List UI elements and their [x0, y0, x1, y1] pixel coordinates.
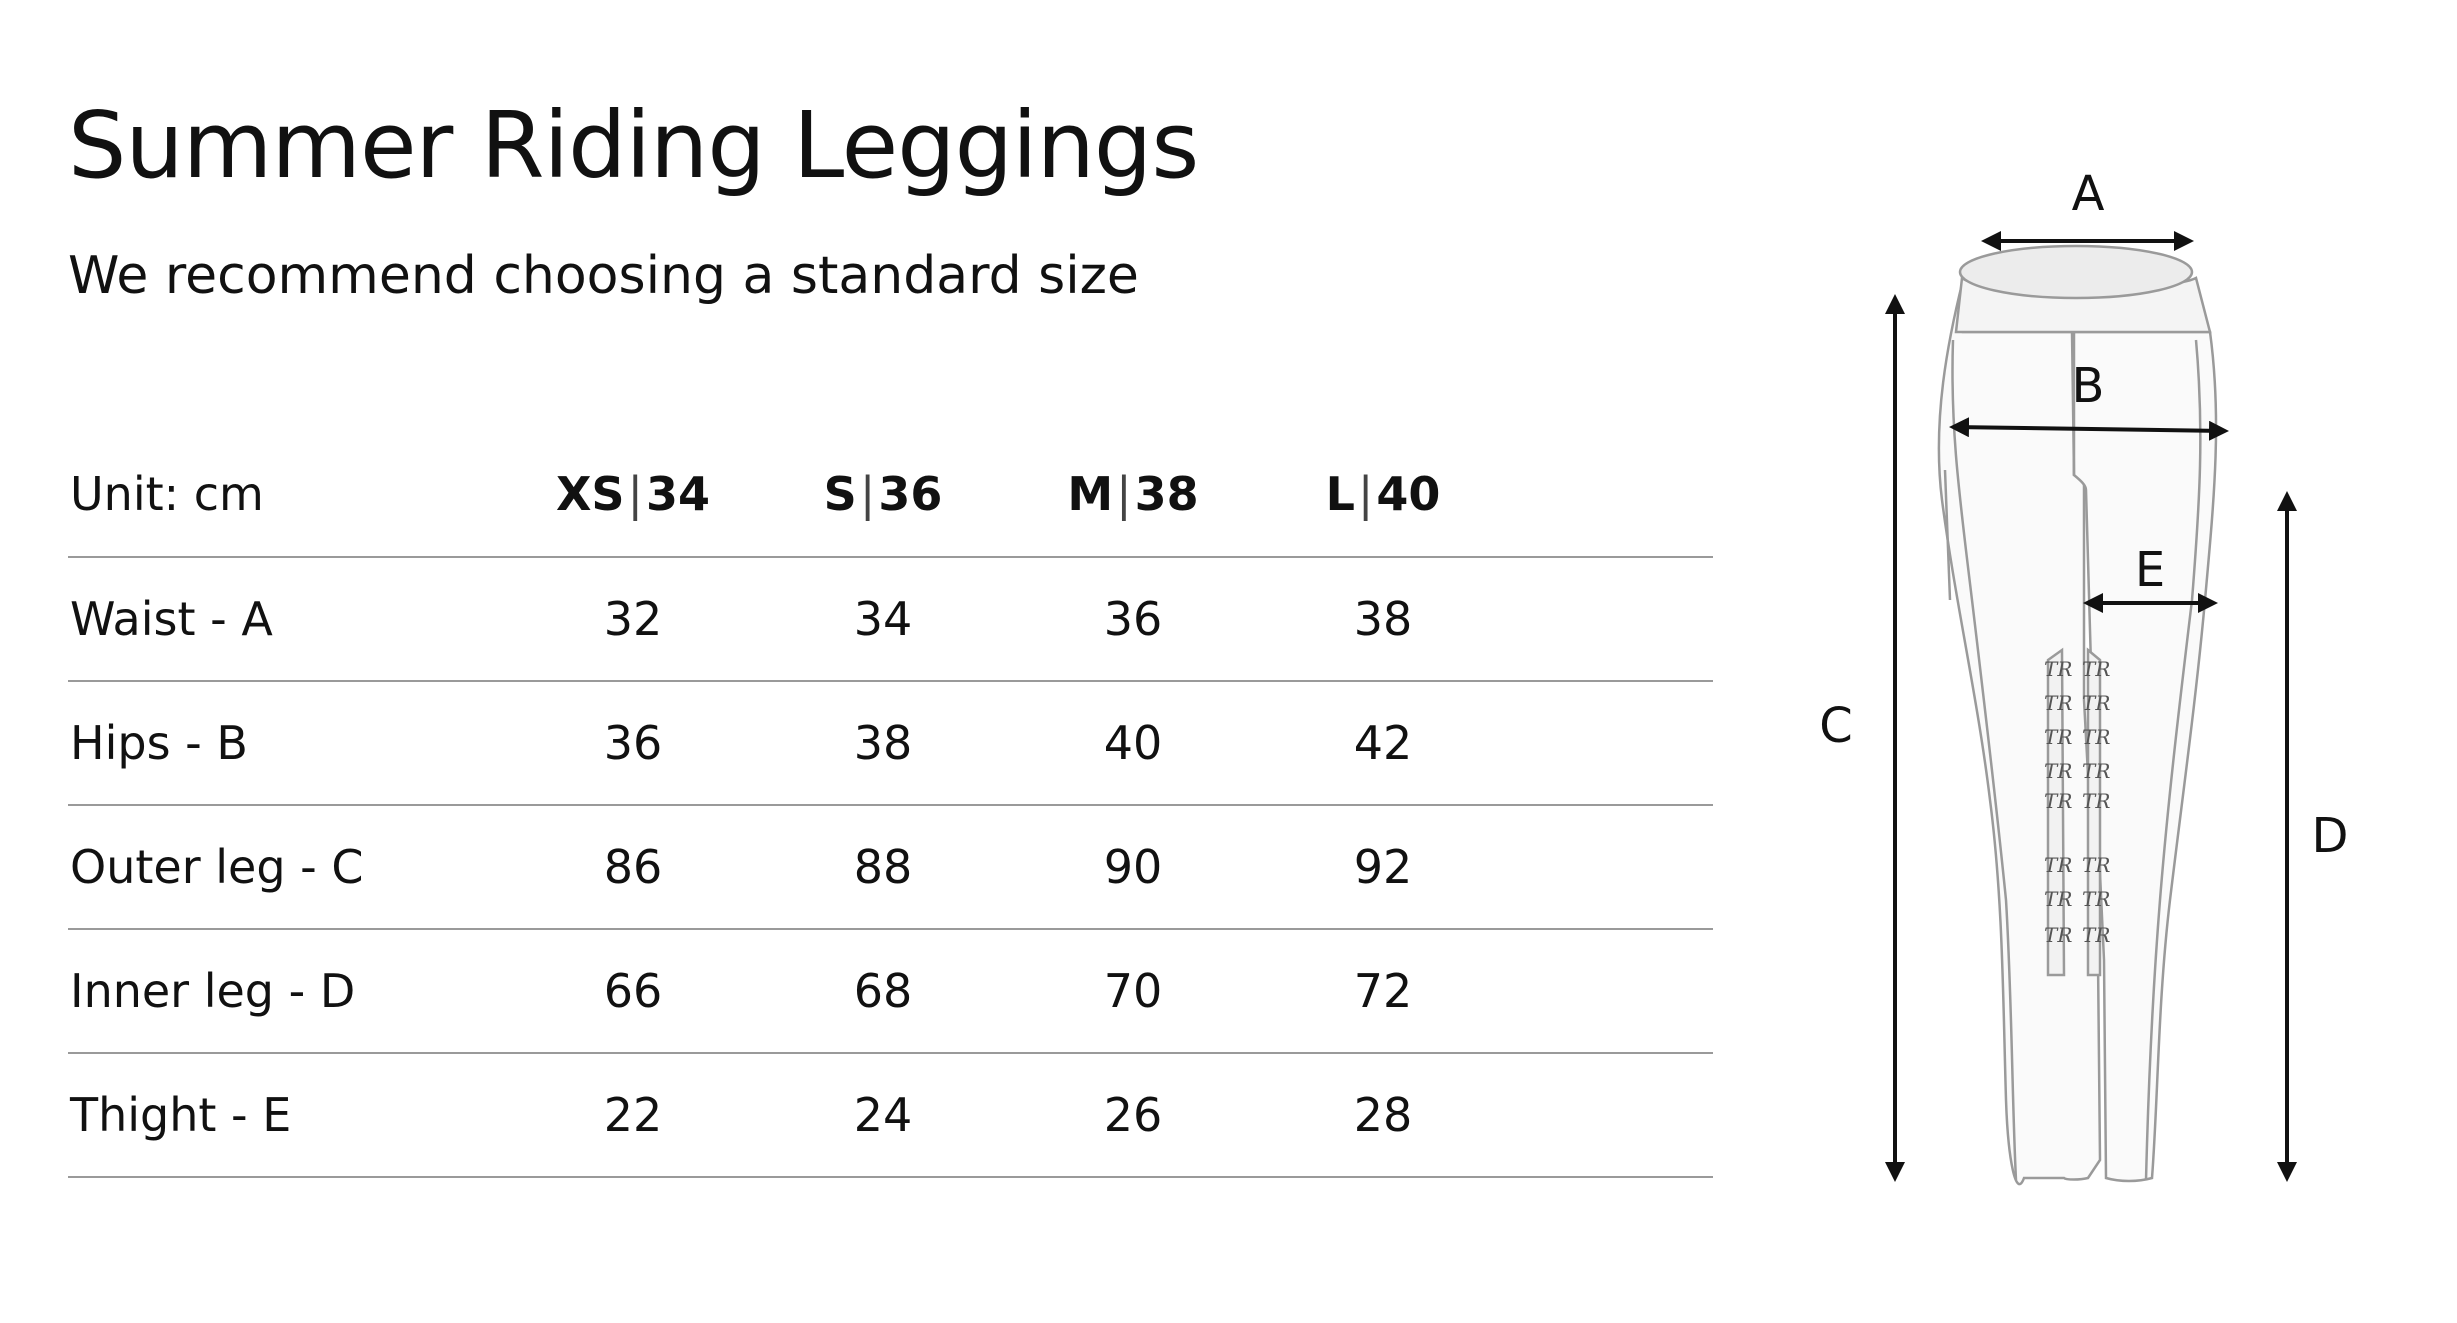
- row-label: Hips - B: [68, 681, 508, 806]
- row-spacer: [1508, 805, 1713, 930]
- dimension-label-c: C: [1819, 698, 1853, 754]
- grip-logo-mark: TR: [2044, 657, 2072, 681]
- size-header-s: S|36: [758, 432, 1008, 558]
- grip-logo-mark: TR: [2082, 725, 2110, 749]
- left-side-panel: [1951, 339, 2018, 1181]
- left-knee-grip: [2046, 647, 2066, 977]
- page-title: Summer Riding Leggings: [68, 92, 1199, 199]
- right-side-panel: [2144, 339, 2202, 1181]
- size-header-m: M|38: [1008, 432, 1258, 558]
- table-cell: 36: [508, 681, 758, 806]
- size-letter: M: [1067, 467, 1114, 521]
- size-chart-table: Unit: cm XS|34 S|36 M|38 L|40 Waist - A …: [68, 432, 1713, 1178]
- row-spacer: [1508, 681, 1713, 806]
- row-spacer: [1508, 557, 1713, 682]
- size-separator: |: [627, 467, 644, 521]
- grip-logo-mark: TR: [2044, 725, 2072, 749]
- dimension-label-d: D: [2312, 808, 2349, 864]
- table-cell: 72: [1258, 929, 1508, 1054]
- table-row: Thight - E 22 24 26 28: [68, 1053, 1713, 1178]
- row-spacer: [1508, 929, 1713, 1054]
- grip-logo-mark: TR: [2082, 759, 2110, 783]
- size-number: 36: [878, 467, 943, 521]
- row-label: Inner leg - D: [68, 929, 508, 1054]
- size-number: 34: [646, 467, 711, 521]
- table-cell: 28: [1258, 1053, 1508, 1178]
- table-cell: 42: [1258, 681, 1508, 806]
- grip-logo-mark: TR: [2082, 691, 2110, 715]
- size-separator: |: [1357, 467, 1374, 521]
- size-separator: |: [1116, 467, 1132, 521]
- size-header-xs: XS|34: [508, 432, 758, 558]
- size-number: 38: [1134, 467, 1199, 521]
- size-number: 40: [1376, 467, 1441, 521]
- grip-logo-mark: TR: [2082, 657, 2110, 681]
- unit-label: Unit: cm: [68, 432, 508, 558]
- grip-logo-mark: TR: [2044, 759, 2072, 783]
- grip-logo-mark: TR: [2044, 853, 2072, 877]
- table-cell: 86: [508, 805, 758, 930]
- pocket-line: [1943, 469, 1952, 601]
- table-cell: 70: [1008, 929, 1258, 1054]
- table-cell: 90: [1008, 805, 1258, 930]
- header-spacer: [1508, 432, 1713, 558]
- grip-logo-mark: TR: [2082, 789, 2110, 813]
- page-subtitle: We recommend choosing a standard size: [68, 246, 1139, 306]
- table-row: Hips - B 36 38 40 42: [68, 681, 1713, 806]
- table-row: Inner leg - D 66 68 70 72: [68, 929, 1713, 1054]
- waistband-top: [1958, 244, 2194, 300]
- table-cell: 38: [1258, 557, 1508, 682]
- grip-logo-mark: TR: [2044, 887, 2072, 911]
- size-letter: XS: [555, 467, 625, 521]
- table-cell: 38: [758, 681, 1008, 806]
- dimension-label-e: E: [2135, 542, 2165, 598]
- right-knee-grip: [2086, 647, 2102, 977]
- leggings-illustration: [1937, 244, 2218, 1186]
- table-cell: 88: [758, 805, 1008, 930]
- table-header-row: Unit: cm XS|34 S|36 M|38 L|40: [68, 432, 1713, 558]
- grip-logo-mark: TR: [2082, 853, 2110, 877]
- table-cell: 36: [1008, 557, 1258, 682]
- table-cell: 40: [1008, 681, 1258, 806]
- size-header-l: L|40: [1258, 432, 1508, 558]
- table-cell: 92: [1258, 805, 1508, 930]
- row-label: Waist - A: [68, 557, 508, 682]
- size-letter: L: [1325, 467, 1355, 521]
- table-cell: 34: [758, 557, 1008, 682]
- grip-logo-mark: TR: [2082, 887, 2110, 911]
- table-cell: 32: [508, 557, 758, 682]
- dimension-label-b: B: [2072, 358, 2105, 414]
- right-leg-outline: [2070, 330, 2218, 1183]
- table-cell: 24: [758, 1053, 1008, 1178]
- row-label: Outer leg - C: [68, 805, 508, 930]
- row-spacer: [1508, 1053, 1713, 1178]
- table-cell: 22: [508, 1053, 758, 1178]
- table-cell: 68: [758, 929, 1008, 1054]
- grip-logo-mark: TR: [2044, 923, 2072, 947]
- table-cell: 66: [508, 929, 758, 1054]
- hips-arrow: [1949, 417, 2229, 441]
- grip-logo-pattern: TR TR TR TR TR TR TR TR TR TR TR TR TR T…: [2044, 657, 2110, 947]
- size-letter: S: [823, 467, 857, 521]
- row-label: Thight - E: [68, 1053, 508, 1178]
- table-cell: 26: [1008, 1053, 1258, 1178]
- size-separator: |: [859, 467, 876, 521]
- grip-logo-mark: TR: [2082, 923, 2110, 947]
- grip-logo-mark: TR: [2044, 789, 2072, 813]
- dimension-label-a: A: [2072, 166, 2105, 222]
- table-row: Waist - A 32 34 36 38: [68, 557, 1713, 682]
- grip-logo-mark: TR: [2044, 691, 2072, 715]
- table-row: Outer leg - C 86 88 90 92: [68, 805, 1713, 930]
